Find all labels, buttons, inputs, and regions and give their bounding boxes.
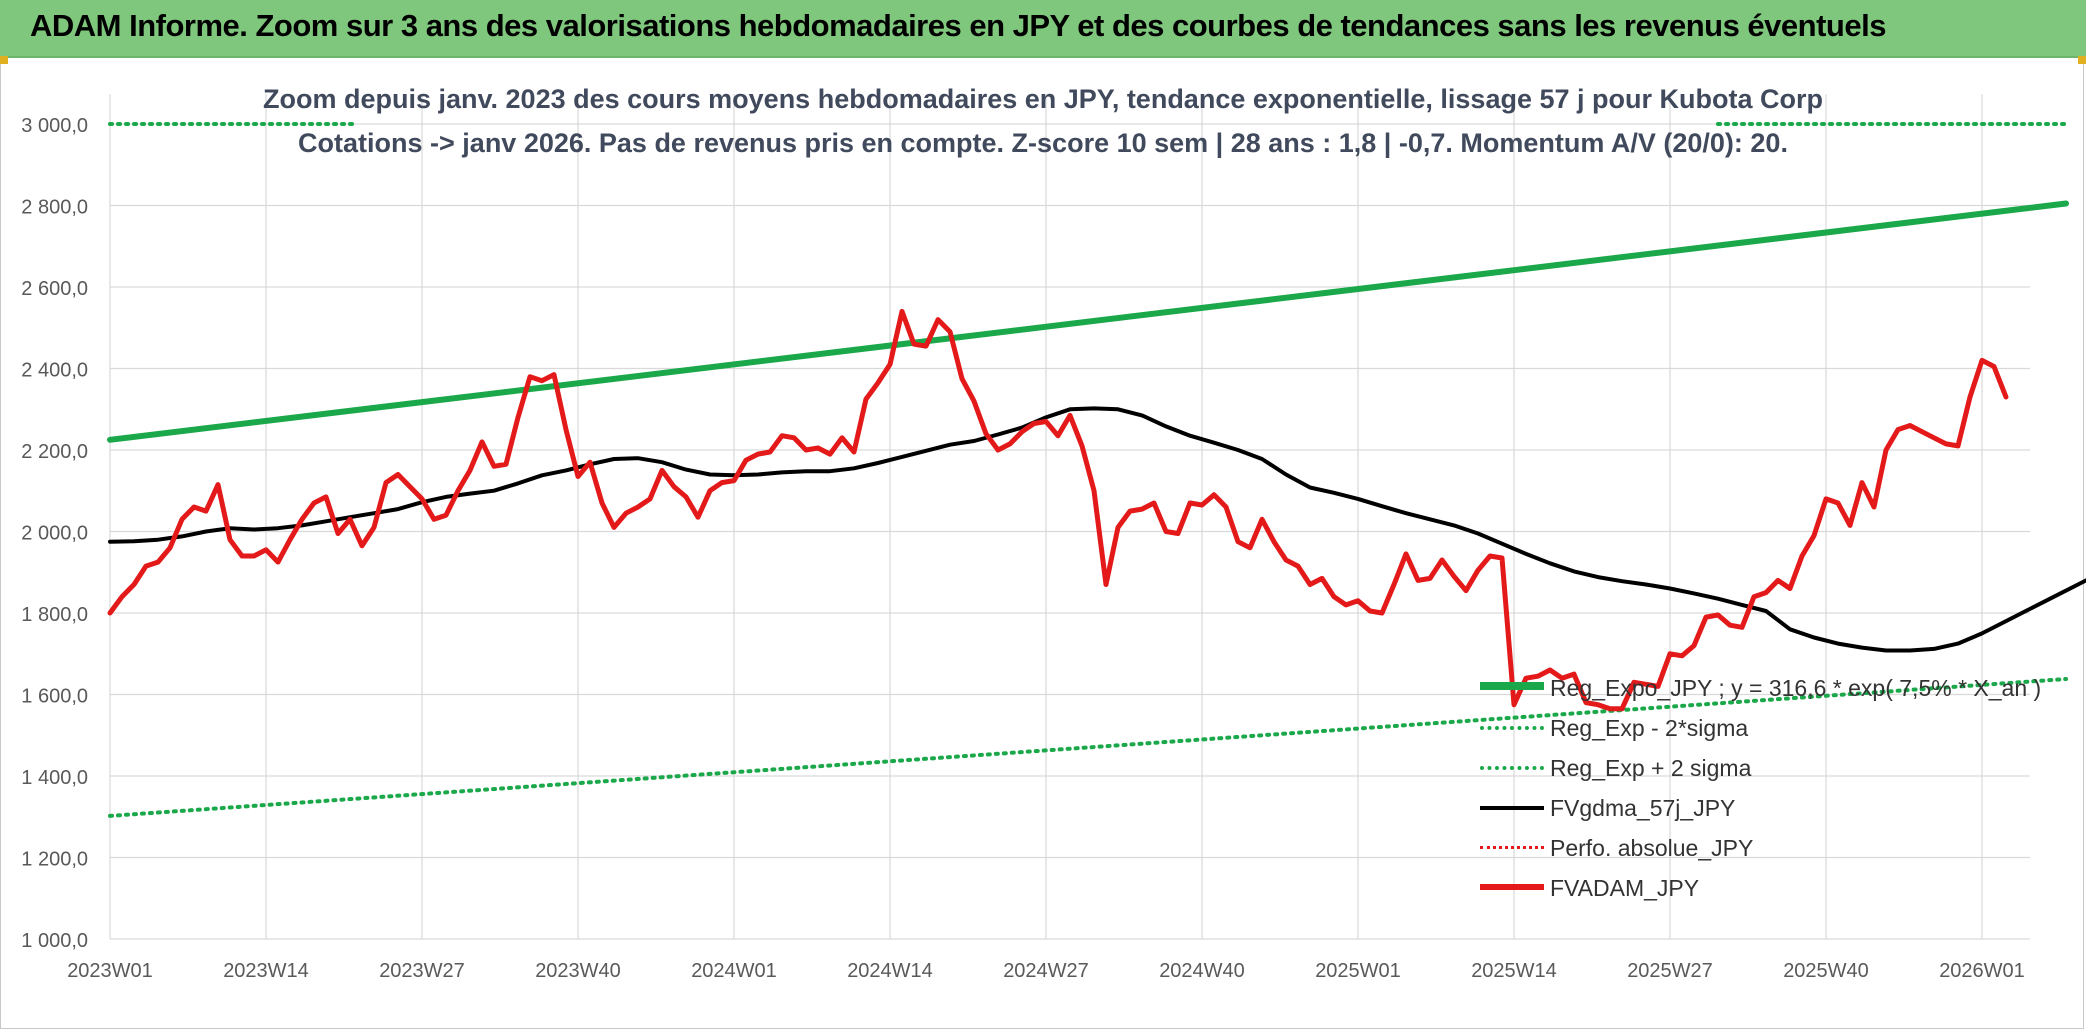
series-line-0 bbox=[107, 200, 2069, 443]
corner-mark bbox=[0, 56, 8, 64]
x-tick-label: 2023W01 bbox=[67, 960, 153, 982]
legend-label-perfo: Perfo. absolue_JPY bbox=[1550, 835, 1754, 861]
report-title: ADAM Informe. Zoom sur 3 ans des valoris… bbox=[30, 8, 1886, 43]
y-axis-ticks: 1 000,0 1 200,0 1 400,0 1 600,0 1 800,0 2 000… bbox=[21, 115, 88, 952]
legend-item-perfo: Perfo. absolue_JPY bbox=[1480, 835, 2040, 865]
legend-swatch-reg-exp-plus bbox=[1480, 766, 1544, 770]
y-tick-label: 2 000,0 bbox=[21, 523, 88, 545]
grid-lines bbox=[109, 94, 2030, 940]
legend-label-reg-expo: Reg_Expo_JPY ; y = 316,6 * exp( 7,5% * X… bbox=[1550, 675, 2042, 701]
y-tick-label: 1 000,0 bbox=[21, 930, 88, 952]
series-line-1 bbox=[108, 677, 2068, 818]
legend-swatch-reg-exp-minus bbox=[1480, 726, 1544, 730]
series-lines bbox=[107, 122, 2086, 818]
legend-swatch-fvgdma bbox=[1480, 806, 1544, 810]
chart-title-line1: Zoom depuis janv. 2023 des cours moyens … bbox=[263, 84, 1823, 114]
y-tick-label: 2 400,0 bbox=[21, 360, 88, 382]
legend-item-reg-expo: Reg_Expo_JPY ; y = 316,6 * exp( 7,5% * X… bbox=[1480, 675, 2042, 705]
chart-frame bbox=[0, 56, 2084, 1029]
x-tick-label: 2023W14 bbox=[223, 960, 309, 982]
x-tick-label: 2026W01 bbox=[1939, 960, 2025, 982]
series-line-5 bbox=[107, 308, 2009, 712]
legend-swatch-perfo bbox=[1480, 846, 1544, 849]
corner-mark bbox=[2078, 56, 2086, 64]
x-tick-label: 2024W01 bbox=[691, 960, 777, 982]
report-header: ADAM Informe. Zoom sur 3 ans des valoris… bbox=[0, 0, 2086, 58]
y-tick-label: 2 200,0 bbox=[21, 441, 88, 463]
legend-label-fvadam: FVADAM_JPY bbox=[1550, 875, 1700, 901]
legend-item-reg-exp-minus: Reg_Exp - 2*sigma bbox=[1480, 715, 2040, 745]
y-tick-label: 2 800,0 bbox=[21, 197, 88, 219]
x-tick-label: 2025W40 bbox=[1783, 960, 1869, 982]
legend-label-fvgdma: FVgdma_57j_JPY bbox=[1550, 795, 1736, 821]
y-tick-label: 1 600,0 bbox=[21, 686, 88, 708]
x-tick-label: 2024W14 bbox=[847, 960, 933, 982]
y-tick-label: 2 600,0 bbox=[21, 278, 88, 300]
legend-swatch-fvadam bbox=[1480, 884, 1544, 890]
y-tick-label: 1 800,0 bbox=[21, 604, 88, 626]
y-tick-label: 3 000,0 bbox=[21, 115, 88, 137]
x-tick-label: 2025W27 bbox=[1627, 960, 1713, 982]
x-tick-label: 2023W40 bbox=[535, 960, 621, 982]
legend-item-reg-exp-plus: Reg_Exp + 2 sigma bbox=[1480, 755, 2040, 785]
x-tick-label: 2025W14 bbox=[1471, 960, 1557, 982]
y-tick-label: 1 400,0 bbox=[21, 767, 88, 789]
series-line-3 bbox=[108, 406, 2086, 653]
legend-label-reg-exp-minus: Reg_Exp - 2*sigma bbox=[1550, 715, 1749, 741]
x-tick-label: 2023W27 bbox=[379, 960, 465, 982]
chart-title-line2: Cotations -> janv 2026. Pas de revenus p… bbox=[298, 128, 1788, 158]
x-tick-label: 2024W27 bbox=[1003, 960, 1089, 982]
legend-item-fvadam: FVADAM_JPY bbox=[1480, 875, 2040, 905]
legend-label-reg-exp-plus: Reg_Exp + 2 sigma bbox=[1550, 755, 1752, 781]
x-tick-label: 2025W01 bbox=[1315, 960, 1401, 982]
y-tick-label: 1 200,0 bbox=[21, 849, 88, 871]
x-tick-label: 2024W40 bbox=[1159, 960, 1245, 982]
legend-swatch-reg-expo bbox=[1480, 682, 1544, 690]
x-axis-ticks: 2023W01 2023W14 2023W27 2023W40 2024W01 2024W… bbox=[67, 960, 2025, 982]
legend-item-fvgdma: FVgdma_57j_JPY bbox=[1480, 795, 2040, 825]
